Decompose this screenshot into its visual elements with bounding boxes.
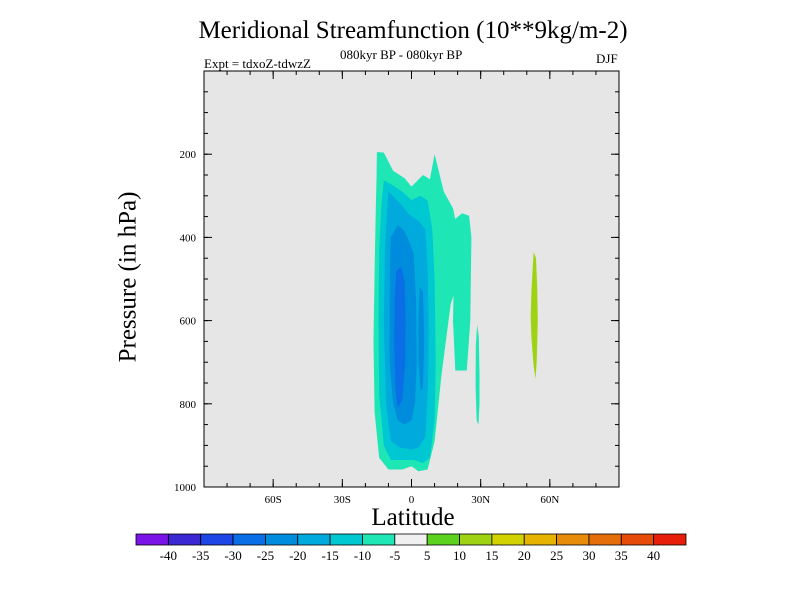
colorbar-label: -35 xyxy=(192,548,209,563)
colorbar-label: -15 xyxy=(321,548,338,563)
colorbar-label: 35 xyxy=(615,548,628,563)
colorbar-label: 30 xyxy=(582,548,595,563)
colorbar-label: -30 xyxy=(224,548,241,563)
colorbar-label: 10 xyxy=(453,548,466,563)
x-tick-label: 30N xyxy=(471,494,490,506)
season-label: DJF xyxy=(596,51,618,66)
y-tick-label: 200 xyxy=(180,149,197,161)
colorbar-swatch xyxy=(135,533,169,546)
colorbar-swatch xyxy=(523,533,557,546)
colorbar-swatch xyxy=(588,533,622,546)
colorbar-swatch xyxy=(394,533,428,546)
colorbar-swatch xyxy=(167,533,202,546)
colorbar-swatch xyxy=(232,533,266,546)
contour-region xyxy=(530,252,538,379)
colorbar-swatch xyxy=(653,533,687,546)
x-tick-label: 0 xyxy=(409,494,415,506)
colorbar-swatch xyxy=(459,533,493,546)
contour-regions xyxy=(373,152,538,472)
colorbar-label: -10 xyxy=(354,548,371,563)
contour-region xyxy=(475,324,480,425)
colorbar-swatch xyxy=(297,533,331,546)
experiment-label: Expt = tdxoZ-tdwzZ xyxy=(204,56,311,71)
colorbar-label: 20 xyxy=(518,548,531,563)
colorbar-label: -25 xyxy=(257,548,274,563)
axes: 60S 30S 0 30N 60N 200 400 600 800 1000 xyxy=(174,71,619,506)
colorbar-swatch xyxy=(265,533,299,546)
colorbar-label: 5 xyxy=(424,548,431,563)
chart-title: Meridional Streamfunction (10**9kg/m-2) xyxy=(198,17,628,44)
colorbar: -40 -35 -30 -25 -20 -15 -10 -5 5 10 15 20 25 30 35 40 xyxy=(135,533,687,563)
colorbar-swatch xyxy=(620,533,655,546)
x-tick-label: 60N xyxy=(540,494,559,506)
colorbar-label: 40 xyxy=(647,548,660,563)
y-tick-label: 1000 xyxy=(174,482,197,494)
colorbar-swatch xyxy=(426,533,460,546)
colorbar-swatch xyxy=(362,533,396,546)
x-axis-label: Latitude xyxy=(371,504,455,531)
y-tick-label: 600 xyxy=(180,316,197,328)
x-tick-label: 30S xyxy=(334,494,351,506)
colorbar-label: 15 xyxy=(485,548,498,563)
x-tick-label: 60S xyxy=(265,494,282,506)
chart-subtitle: 080kyr BP - 080kyr BP xyxy=(340,47,463,62)
colorbar-label: 25 xyxy=(550,548,563,563)
colorbar-swatch xyxy=(491,533,525,546)
colorbar-label: -5 xyxy=(389,548,400,563)
colorbar-swatch xyxy=(200,533,234,546)
colorbar-swatch xyxy=(556,533,590,546)
colorbar-swatch xyxy=(329,533,363,546)
y-tick-label: 400 xyxy=(180,232,197,244)
colorbar-label: -40 xyxy=(160,548,177,563)
y-tick-label: 800 xyxy=(180,399,197,411)
contour-region xyxy=(453,213,472,371)
contour-region xyxy=(394,266,406,408)
colorbar-label: -20 xyxy=(289,548,306,563)
contour-region xyxy=(418,287,425,392)
